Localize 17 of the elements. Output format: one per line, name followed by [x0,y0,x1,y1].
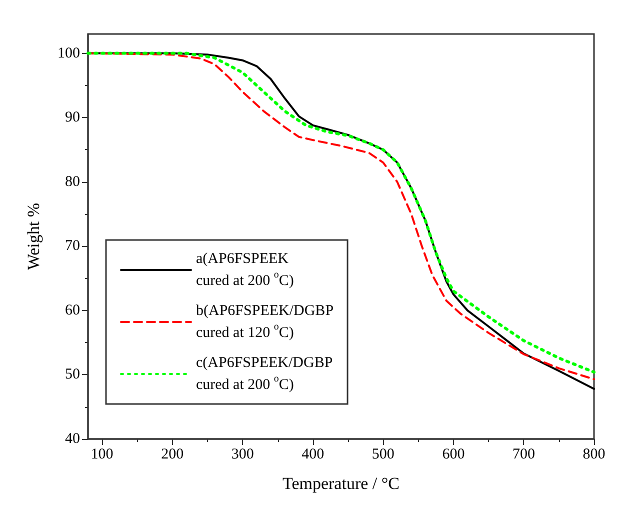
x-tick-label: 700 [512,446,535,462]
x-tick-label: 300 [231,446,254,462]
x-tick-label: 500 [372,446,394,462]
y-tick-label: 50 [65,366,80,383]
x-axis-title: Temperature / °C [282,474,400,493]
x-tick-label: 100 [90,446,114,462]
y-axis-title: Weight % [24,202,43,270]
y-tick-label: 70 [65,238,80,254]
x-tick-label: 800 [582,446,606,462]
x-tick-label: 600 [442,446,465,462]
y-tick-label: 90 [65,110,80,126]
x-tick-label: 400 [302,446,324,462]
y-tick-label: 40 [65,431,80,447]
y-tick-label: 100 [58,45,80,62]
y-tick-label: 60 [65,302,80,318]
x-tick-label: 200 [161,446,184,462]
y-tick-label: 80 [65,174,80,190]
